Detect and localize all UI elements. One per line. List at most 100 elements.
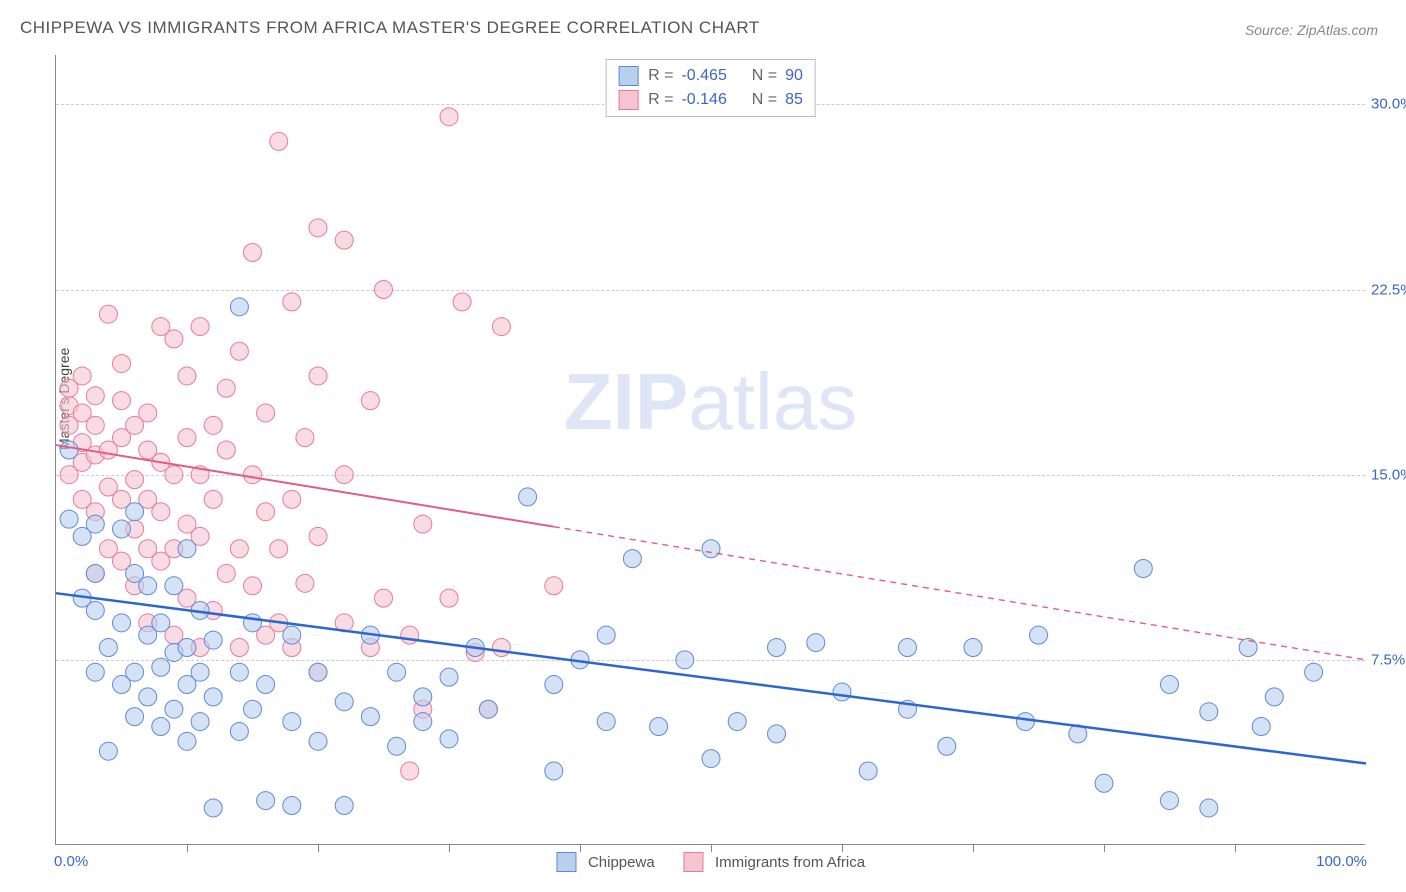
scatter-point — [440, 730, 458, 748]
scatter-point — [60, 441, 78, 459]
scatter-point — [519, 488, 537, 506]
scatter-point — [230, 663, 248, 681]
bottom-label-africa: Immigrants from Africa — [715, 854, 865, 871]
scatter-svg — [56, 55, 1365, 844]
scatter-point — [257, 503, 275, 521]
scatter-point — [178, 732, 196, 750]
scatter-point — [204, 631, 222, 649]
scatter-point — [479, 700, 497, 718]
scatter-point — [178, 429, 196, 447]
scatter-point — [191, 318, 209, 336]
scatter-point — [257, 676, 275, 694]
scatter-point — [388, 663, 406, 681]
scatter-point — [309, 732, 327, 750]
scatter-point — [191, 663, 209, 681]
x-tick — [842, 844, 843, 852]
swatch-africa — [618, 90, 638, 110]
scatter-point — [204, 799, 222, 817]
scatter-point — [1200, 799, 1218, 817]
scatter-point — [768, 639, 786, 657]
scatter-point — [244, 700, 262, 718]
scatter-point — [165, 577, 183, 595]
scatter-point — [191, 713, 209, 731]
y-tick-label: 30.0% — [1371, 96, 1406, 113]
scatter-point — [60, 510, 78, 528]
r-value-chippewa: -0.465 — [681, 64, 726, 88]
scatter-point — [139, 404, 157, 422]
scatter-point — [99, 742, 117, 760]
scatter-point — [414, 713, 432, 731]
scatter-point — [139, 577, 157, 595]
scatter-point — [728, 713, 746, 731]
scatter-point — [244, 614, 262, 632]
scatter-point — [283, 713, 301, 731]
scatter-point — [623, 550, 641, 568]
scatter-point — [309, 663, 327, 681]
scatter-point — [545, 676, 563, 694]
scatter-point — [230, 298, 248, 316]
scatter-point — [113, 355, 131, 373]
scatter-point — [283, 490, 301, 508]
n-label: N = — [752, 88, 777, 112]
x-tick — [449, 844, 450, 852]
scatter-point — [309, 219, 327, 237]
x-tick — [1235, 844, 1236, 852]
scatter-point — [401, 762, 419, 780]
scatter-point — [833, 683, 851, 701]
scatter-point — [283, 626, 301, 644]
correlation-legend: R = -0.465 N = 90 R = -0.146 N = 85 — [605, 59, 816, 117]
scatter-point — [1134, 560, 1152, 578]
scatter-point — [244, 577, 262, 595]
legend-row-africa: R = -0.146 N = 85 — [618, 88, 803, 112]
scatter-point — [86, 515, 104, 533]
scatter-point — [859, 762, 877, 780]
scatter-point — [1161, 792, 1179, 810]
scatter-point — [230, 639, 248, 657]
bottom-legend: Chippewa Immigrants from Africa — [556, 852, 865, 872]
scatter-point — [204, 416, 222, 434]
scatter-point — [309, 527, 327, 545]
bottom-label-chippewa: Chippewa — [588, 854, 655, 871]
chart-title: CHIPPEWA VS IMMIGRANTS FROM AFRICA MASTE… — [20, 18, 760, 38]
scatter-point — [113, 614, 131, 632]
scatter-point — [257, 792, 275, 810]
scatter-point — [1252, 718, 1270, 736]
scatter-point — [414, 688, 432, 706]
scatter-point — [440, 589, 458, 607]
scatter-point — [453, 293, 471, 311]
scatter-point — [217, 564, 235, 582]
scatter-point — [152, 503, 170, 521]
chart-source: Source: ZipAtlas.com — [1245, 22, 1378, 38]
scatter-point — [361, 392, 379, 410]
scatter-point — [86, 416, 104, 434]
scatter-point — [296, 574, 314, 592]
scatter-point — [807, 634, 825, 652]
x-tick — [187, 844, 188, 852]
scatter-point — [361, 708, 379, 726]
scatter-point — [270, 132, 288, 150]
scatter-point — [414, 515, 432, 533]
r-label: R = — [648, 88, 673, 112]
x-tick — [973, 844, 974, 852]
scatter-point — [165, 466, 183, 484]
scatter-point — [113, 392, 131, 410]
scatter-point — [1095, 774, 1113, 792]
scatter-point — [139, 688, 157, 706]
scatter-point — [217, 441, 235, 459]
y-tick-label: 22.5% — [1371, 281, 1406, 298]
x-tick — [580, 844, 581, 852]
plot-area: Master's Degree ZIPatlas 7.5%15.0%22.5%3… — [55, 55, 1365, 845]
n-value-chippewa: 90 — [785, 64, 803, 88]
scatter-point — [86, 564, 104, 582]
scatter-point — [335, 797, 353, 815]
y-tick-label: 15.0% — [1371, 466, 1406, 483]
scatter-point — [335, 693, 353, 711]
scatter-point — [204, 688, 222, 706]
x-tick — [318, 844, 319, 852]
scatter-point — [335, 231, 353, 249]
scatter-point — [309, 367, 327, 385]
scatter-point — [1305, 663, 1323, 681]
bottom-swatch-chippewa — [556, 852, 576, 872]
scatter-point — [335, 466, 353, 484]
scatter-point — [492, 639, 510, 657]
